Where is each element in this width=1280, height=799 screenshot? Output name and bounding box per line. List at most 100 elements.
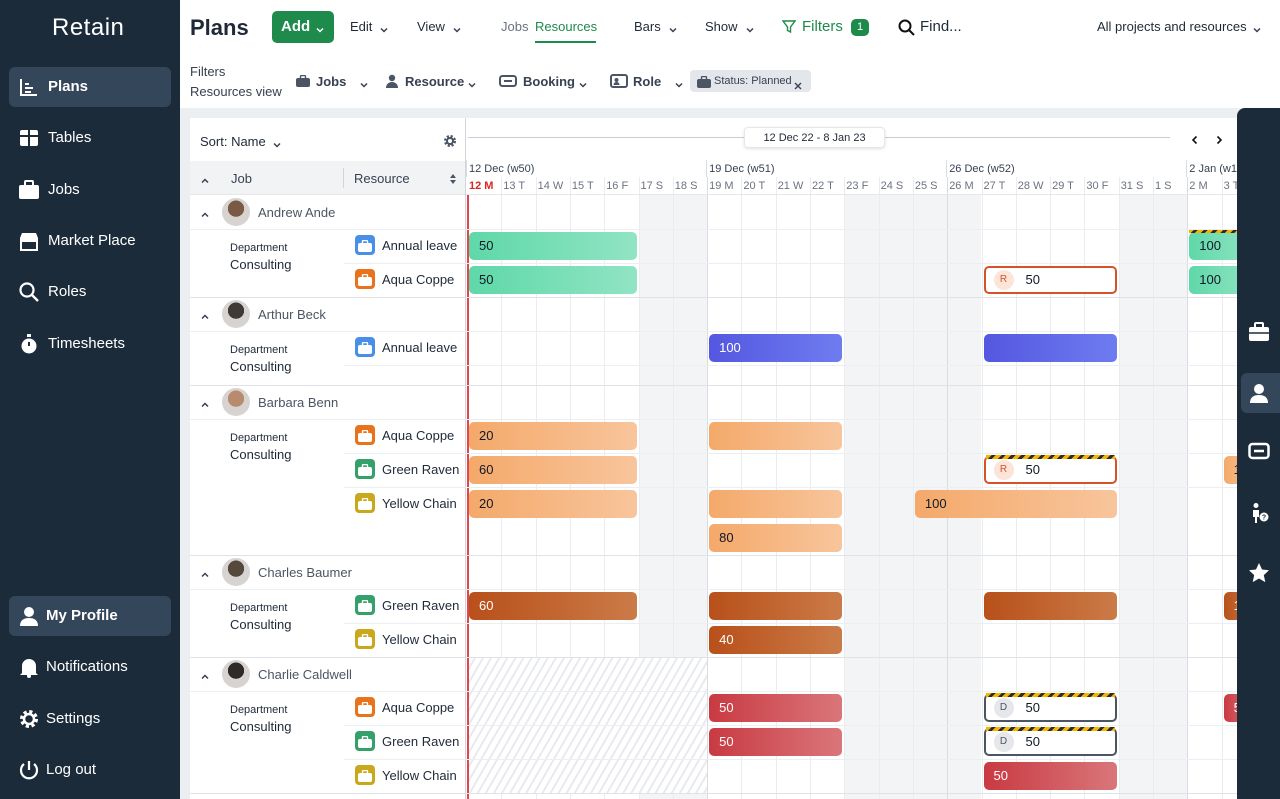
booking-bar[interactable]: 50 bbox=[983, 762, 1117, 790]
resource-name[interactable]: Green Raven bbox=[382, 598, 460, 613]
nav-item[interactable]: Timesheets bbox=[48, 334, 125, 352]
resource-name[interactable]: Yellow Chain bbox=[382, 768, 457, 783]
resource-icon bbox=[355, 337, 375, 357]
menu[interactable]: Bars bbox=[634, 19, 661, 34]
filters-button[interactable]: Filters bbox=[802, 18, 843, 35]
day-column-line bbox=[844, 177, 846, 799]
week-label: 12 Dec (w50) bbox=[469, 163, 535, 175]
today-line bbox=[467, 195, 469, 799]
range-pill[interactable]: 12 Dec 22 - 8 Jan 23 bbox=[744, 127, 885, 148]
booking-bar[interactable] bbox=[709, 490, 843, 518]
booking-bar[interactable] bbox=[983, 334, 1117, 362]
filter-dropdown[interactable]: Resource bbox=[405, 74, 465, 89]
menu[interactable]: Edit bbox=[350, 19, 373, 34]
resource-name[interactable]: Aqua Coppe bbox=[382, 428, 455, 443]
booking-bar[interactable]: 50 bbox=[709, 694, 843, 722]
booking-bar[interactable] bbox=[709, 422, 843, 450]
day-column-line bbox=[947, 177, 949, 799]
day-column-line bbox=[707, 177, 709, 799]
resource-name[interactable]: Aqua Coppe bbox=[382, 272, 455, 287]
department: Department bbox=[230, 344, 288, 356]
nav-item[interactable]: Market Place bbox=[48, 231, 136, 249]
bar-label: 80 bbox=[719, 530, 734, 545]
booking-bar[interactable]: 1 bbox=[1223, 592, 1237, 620]
booking-bar[interactable]: D 50 bbox=[983, 727, 1117, 756]
nav-item[interactable]: Roles bbox=[48, 283, 87, 301]
booking-bar[interactable]: 40 bbox=[709, 626, 843, 654]
filter-icon bbox=[385, 74, 399, 93]
booking-bar[interactable]: D 50 bbox=[983, 693, 1117, 722]
booking-bar[interactable]: 5 bbox=[1223, 694, 1237, 722]
department: Department bbox=[230, 704, 288, 716]
nav-item[interactable]: My Profile bbox=[46, 607, 118, 624]
booking-bar[interactable]: 100 bbox=[914, 490, 1117, 518]
filter-dropdown[interactable]: Booking bbox=[523, 74, 575, 89]
filter-dropdown[interactable]: Jobs bbox=[316, 74, 347, 89]
resource-icon bbox=[355, 235, 375, 255]
day-label: 12 M bbox=[469, 180, 494, 192]
day-column-line bbox=[501, 177, 503, 799]
person-name[interactable]: Andrew Ande bbox=[258, 205, 336, 220]
day-label: 16 F bbox=[606, 180, 629, 192]
booking-bar[interactable]: 100 bbox=[1189, 266, 1237, 294]
resource-name[interactable]: Yellow Chain bbox=[382, 496, 457, 511]
resource-name[interactable]: Green Raven bbox=[382, 734, 460, 749]
booking-bar[interactable]: R 50 bbox=[983, 266, 1117, 294]
booking-bar[interactable]: 50 bbox=[469, 266, 637, 294]
booking-bar[interactable] bbox=[709, 592, 843, 620]
column-title: Resource bbox=[354, 171, 410, 186]
bar-label: 50 bbox=[1025, 272, 1040, 287]
booking-bar[interactable]: 50 bbox=[709, 728, 843, 756]
booking-bar[interactable]: 80 bbox=[709, 524, 843, 552]
booking-bar[interactable]: 20 bbox=[469, 490, 637, 518]
person-name[interactable]: Barbara Benn bbox=[258, 395, 339, 410]
nav-item[interactable]: Jobs bbox=[48, 180, 80, 198]
filter-dropdown[interactable]: Role bbox=[633, 74, 662, 89]
person-name[interactable]: Charles Baumer bbox=[258, 565, 352, 580]
day-column-line bbox=[604, 177, 606, 799]
row-line bbox=[190, 419, 1237, 420]
tab-active[interactable]: Resources bbox=[535, 19, 598, 34]
nav-item[interactable]: Settings bbox=[46, 709, 101, 727]
tab[interactable]: Jobs bbox=[501, 19, 529, 34]
booking-bar[interactable]: R 50 bbox=[983, 455, 1117, 484]
add-button[interactable]: Add bbox=[272, 11, 334, 43]
day-label: 24 S bbox=[880, 180, 904, 192]
menu[interactable]: Show bbox=[705, 19, 738, 34]
booking-bar[interactable]: 100 bbox=[709, 334, 843, 362]
day-column-line bbox=[981, 177, 983, 799]
collapse-all bbox=[200, 173, 210, 191]
bar-label: 60 bbox=[479, 462, 494, 477]
resource-name[interactable]: Yellow Chain bbox=[382, 632, 457, 647]
resource-name[interactable]: Annual leave bbox=[382, 238, 458, 253]
nav-item[interactable]: Notifications bbox=[46, 658, 128, 676]
nav-icon bbox=[18, 230, 40, 257]
menu[interactable]: View bbox=[417, 19, 445, 34]
nav-item[interactable]: Log out bbox=[46, 760, 97, 778]
resource-name[interactable]: Aqua Coppe bbox=[382, 700, 455, 715]
nav-item[interactable]: Plans bbox=[48, 78, 89, 95]
booking-bar[interactable]: 50 bbox=[469, 232, 637, 260]
non-working-day bbox=[1118, 195, 1153, 799]
booking-bar[interactable]: 1 bbox=[1223, 456, 1237, 484]
booking-bar[interactable]: 20 bbox=[469, 422, 637, 450]
person-name[interactable]: Arthur Beck bbox=[258, 307, 326, 322]
booking-bar[interactable]: 60 bbox=[469, 592, 637, 620]
booking-bar[interactable]: 100 bbox=[1189, 229, 1237, 260]
bar-label: 50 bbox=[719, 700, 734, 715]
group: Consulting bbox=[230, 359, 292, 374]
sort-select[interactable]: Sort: Name bbox=[200, 134, 266, 149]
resource-name[interactable]: Annual leave bbox=[382, 340, 458, 355]
group: Consulting bbox=[230, 617, 292, 632]
booking-bar[interactable] bbox=[983, 592, 1117, 620]
resource-name[interactable]: Green Raven bbox=[382, 462, 460, 477]
nav-item[interactable]: Tables bbox=[48, 129, 92, 147]
row-line bbox=[344, 725, 1237, 726]
sort-icon bbox=[449, 172, 457, 190]
find[interactable]: Find... bbox=[920, 18, 962, 35]
week-label: 26 Dec (w52) bbox=[949, 163, 1015, 175]
scope-select[interactable]: All projects and resources bbox=[1097, 19, 1247, 34]
status-chip[interactable]: Status: Planned bbox=[690, 70, 811, 92]
person-name[interactable]: Charlie Caldwell bbox=[258, 667, 352, 682]
booking-bar[interactable]: 60 bbox=[469, 456, 637, 484]
